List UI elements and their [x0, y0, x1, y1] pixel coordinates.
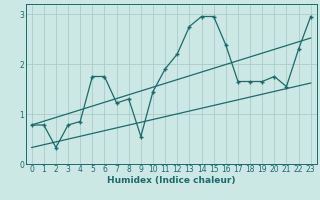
X-axis label: Humidex (Indice chaleur): Humidex (Indice chaleur) [107, 176, 236, 185]
